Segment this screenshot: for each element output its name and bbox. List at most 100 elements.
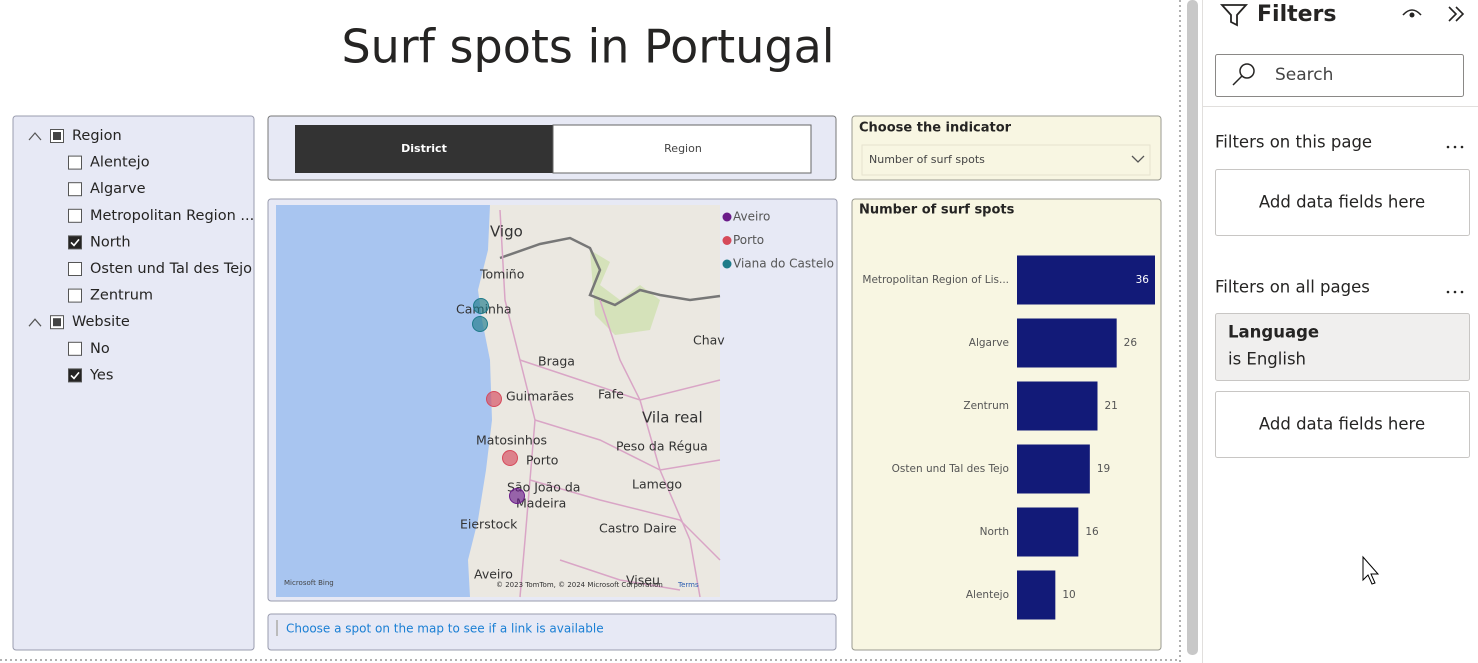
legend-marker[interactable] — [722, 236, 732, 245]
map-bubble[interactable] — [472, 316, 488, 332]
value-label: 36 — [1136, 274, 1150, 286]
district-button[interactable] — [295, 125, 553, 173]
textbox-panel — [267, 613, 837, 651]
drop-zone-text[interactable]: Add data fields here — [1259, 193, 1425, 212]
group-checkbox-partial[interactable] — [53, 318, 61, 327]
chart-panel — [851, 198, 1162, 651]
map-place: Chav — [693, 333, 725, 348]
slicer-item-label[interactable]: Osten und Tal des Tejo — [90, 261, 252, 277]
slicer-panel — [12, 115, 255, 651]
button-label[interactable]: District — [401, 142, 447, 155]
indicator-dropdown[interactable] — [861, 144, 1151, 176]
indicator-value[interactable]: Number of surf spots — [869, 153, 985, 166]
drop-zone-text[interactable]: Add data fields here — [1259, 415, 1425, 434]
dropdown-chevron[interactable] — [1131, 155, 1145, 163]
collapse-icon[interactable] — [1448, 6, 1465, 22]
map-logo: Microsoft Bing — [284, 579, 334, 587]
map-place: Braga — [538, 354, 575, 369]
category-label: Osten und Tal des Tejo — [892, 463, 1009, 475]
map-place: Viseu — [626, 573, 660, 588]
filter-field[interactable]: Language — [1228, 323, 1319, 342]
indicator-title: Choose the indicator — [859, 121, 1012, 136]
scrollbar[interactable] — [1187, 0, 1198, 655]
map-place: Porto — [526, 453, 558, 468]
expand-chevron[interactable] — [28, 132, 42, 141]
eye-icon[interactable] — [1402, 9, 1422, 18]
more-icon[interactable] — [1446, 290, 1464, 294]
value-label: 19 — [1097, 463, 1110, 475]
item-checkbox[interactable] — [68, 235, 82, 250]
value-label: 16 — [1085, 526, 1099, 538]
slicer-item-label[interactable]: Alentejo — [90, 155, 150, 171]
map-place: Eierstock — [460, 517, 518, 532]
filter-card[interactable] — [1215, 313, 1470, 381]
map-place: Vila real — [642, 409, 703, 427]
slicer-item-label[interactable]: North — [90, 234, 131, 250]
bar[interactable] — [1017, 255, 1155, 305]
map-border — [499, 236, 721, 307]
bar[interactable] — [1017, 381, 1098, 431]
map-place: Matosinhos — [476, 433, 547, 448]
checkmark[interactable] — [70, 238, 80, 247]
item-checkbox[interactable] — [68, 182, 82, 197]
legend-label[interactable]: Aveiro — [733, 210, 770, 224]
item-checkbox[interactable] — [68, 262, 82, 276]
filter-condition[interactable]: is English — [1228, 350, 1306, 369]
bar[interactable] — [1017, 444, 1090, 494]
map-bubble[interactable] — [473, 298, 489, 314]
drop-zone[interactable] — [1215, 169, 1470, 236]
map-place: São João da — [507, 480, 580, 495]
item-checkbox[interactable] — [68, 155, 82, 170]
item-checkbox[interactable] — [68, 208, 82, 223]
slicer-item-label[interactable]: Algarve — [90, 181, 146, 197]
category-label: Alentejo — [966, 589, 1009, 601]
section-title: Filters on this page — [1215, 133, 1372, 152]
legend-marker[interactable] — [722, 259, 732, 269]
chart-title: Number of surf spots — [859, 203, 1015, 218]
group-checkbox-partial[interactable] — [53, 132, 61, 140]
map-place: Aveiro — [474, 567, 513, 582]
search-icon — [1232, 63, 1255, 86]
textbox-text: Choose a spot on the map to see if a lin… — [286, 622, 604, 636]
legend-marker[interactable] — [722, 212, 732, 222]
search-box[interactable] — [1215, 54, 1464, 97]
item-checkbox[interactable] — [68, 288, 82, 303]
slicer-group-label[interactable]: Website — [72, 314, 130, 330]
slicer-group-label[interactable]: Region — [72, 128, 122, 144]
slicer-item-label[interactable]: No — [90, 341, 110, 357]
map-place: Madeira — [516, 496, 566, 511]
category-label: North — [980, 526, 1009, 538]
bar[interactable] — [1017, 318, 1117, 368]
drop-zone[interactable] — [1215, 391, 1470, 458]
bar[interactable] — [1017, 507, 1079, 557]
map-bubble[interactable] — [509, 488, 525, 504]
bar[interactable] — [1017, 570, 1056, 620]
more-icon[interactable] — [1446, 145, 1464, 149]
checkmark[interactable] — [70, 371, 80, 380]
legend-label[interactable]: Viana do Castelo — [733, 257, 834, 271]
slicer-item-label[interactable]: Zentrum — [90, 288, 153, 304]
map-place: Vigo — [490, 223, 523, 241]
map-bubble[interactable] — [486, 391, 502, 407]
slicer-item-label[interactable]: Yes — [89, 367, 113, 383]
item-checkbox[interactable] — [68, 341, 82, 356]
value-label: 10 — [1062, 589, 1075, 601]
map-bubble[interactable] — [502, 450, 518, 466]
expand-chevron[interactable] — [28, 318, 42, 327]
map-terms[interactable]: Terms — [677, 581, 699, 589]
category-label: Metropolitan Region of Lis... — [862, 274, 1009, 286]
mouse-cursor — [1362, 555, 1380, 585]
map-place: Tomiño — [479, 267, 524, 282]
item-checkbox[interactable] — [68, 368, 82, 383]
filters-title: Filters — [1257, 2, 1337, 27]
slicer-item-label[interactable]: Metropolitan Region ... — [90, 208, 254, 224]
map-park — [590, 250, 660, 335]
section-title: Filters on all pages — [1215, 278, 1370, 297]
region-button[interactable] — [552, 124, 812, 174]
search-placeholder[interactable]: Search — [1275, 65, 1333, 85]
button-label[interactable]: Region — [664, 142, 702, 155]
value-label: 26 — [1124, 337, 1138, 349]
map-place: Fafe — [598, 387, 624, 402]
legend-label[interactable]: Porto — [733, 233, 764, 247]
